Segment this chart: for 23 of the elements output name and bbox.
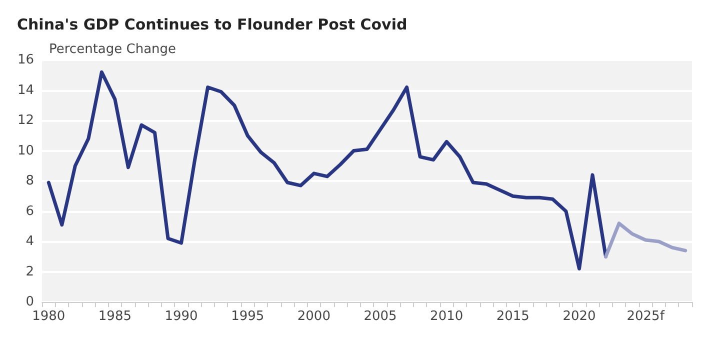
- x-tick-label: 2025f: [626, 309, 665, 324]
- line-series: [604, 222, 688, 258]
- x-tick-label: 2005: [364, 309, 397, 324]
- y-tick-label: 2: [26, 264, 34, 280]
- x-tick-label: 1985: [98, 309, 132, 324]
- line-series: [46, 70, 608, 270]
- x-tick-label: 2020: [562, 309, 596, 324]
- y-tick-label: 8: [26, 174, 34, 188]
- y-tick-label: 12: [17, 113, 34, 128]
- y-tick-label: 4: [26, 234, 34, 249]
- x-tick-label: 1980: [32, 309, 66, 324]
- y-tick-label: 10: [17, 143, 34, 158]
- x-tick-label: 2000: [297, 309, 330, 324]
- chart-title: China's GDP Continues to Flounder Post Covid: [17, 16, 408, 34]
- x-tick-label: 2015: [496, 309, 530, 324]
- x-tick-label: 1995: [231, 309, 264, 324]
- y-tick-label: 14: [17, 82, 34, 98]
- x-tick-label: 1990: [164, 309, 198, 324]
- y-tick-label: 16: [17, 52, 34, 68]
- x-tick-label: 2010: [430, 309, 464, 324]
- y-tick-label: 0: [26, 294, 34, 310]
- y-tick-label: 6: [26, 204, 34, 219]
- y-axis-title: Percentage Change: [49, 42, 176, 57]
